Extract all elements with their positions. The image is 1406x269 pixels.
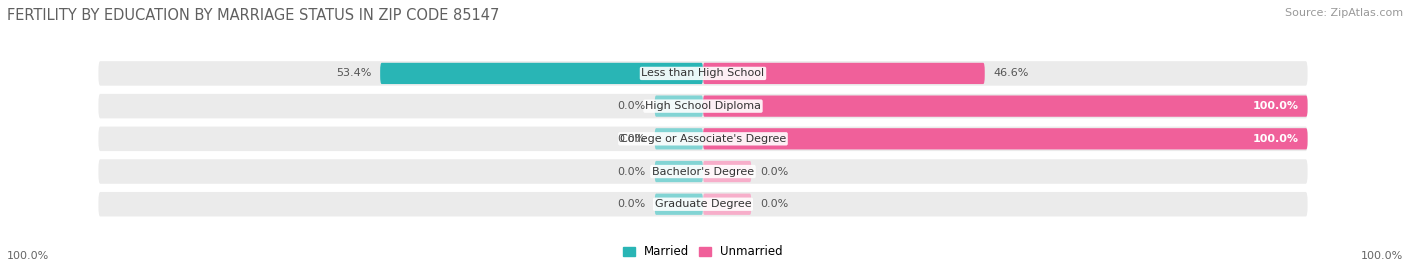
FancyBboxPatch shape [380, 63, 703, 84]
Text: 0.0%: 0.0% [617, 101, 645, 111]
Text: 0.0%: 0.0% [761, 199, 789, 209]
FancyBboxPatch shape [98, 159, 1308, 184]
Text: Bachelor's Degree: Bachelor's Degree [652, 167, 754, 176]
Text: 0.0%: 0.0% [617, 167, 645, 176]
Text: High School Diploma: High School Diploma [645, 101, 761, 111]
Text: 100.0%: 100.0% [1361, 251, 1403, 261]
FancyBboxPatch shape [98, 126, 1308, 151]
FancyBboxPatch shape [655, 161, 703, 182]
Text: 53.4%: 53.4% [336, 68, 371, 79]
Text: Source: ZipAtlas.com: Source: ZipAtlas.com [1285, 8, 1403, 18]
FancyBboxPatch shape [655, 194, 703, 215]
FancyBboxPatch shape [703, 194, 751, 215]
FancyBboxPatch shape [98, 192, 1308, 217]
FancyBboxPatch shape [98, 61, 1308, 86]
Text: 100.0%: 100.0% [1253, 134, 1299, 144]
Text: College or Associate's Degree: College or Associate's Degree [620, 134, 786, 144]
Text: 46.6%: 46.6% [994, 68, 1029, 79]
Text: FERTILITY BY EDUCATION BY MARRIAGE STATUS IN ZIP CODE 85147: FERTILITY BY EDUCATION BY MARRIAGE STATU… [7, 8, 499, 23]
FancyBboxPatch shape [703, 161, 751, 182]
FancyBboxPatch shape [98, 94, 1308, 118]
Text: Less than High School: Less than High School [641, 68, 765, 79]
FancyBboxPatch shape [703, 128, 1308, 150]
Text: 0.0%: 0.0% [617, 199, 645, 209]
FancyBboxPatch shape [655, 128, 703, 150]
Text: 0.0%: 0.0% [761, 167, 789, 176]
FancyBboxPatch shape [703, 63, 984, 84]
Text: Graduate Degree: Graduate Degree [655, 199, 751, 209]
FancyBboxPatch shape [655, 95, 703, 117]
Text: 0.0%: 0.0% [617, 134, 645, 144]
Text: 100.0%: 100.0% [1253, 101, 1299, 111]
Text: 100.0%: 100.0% [7, 251, 49, 261]
Legend: Married, Unmarried: Married, Unmarried [619, 241, 787, 263]
FancyBboxPatch shape [703, 95, 1308, 117]
